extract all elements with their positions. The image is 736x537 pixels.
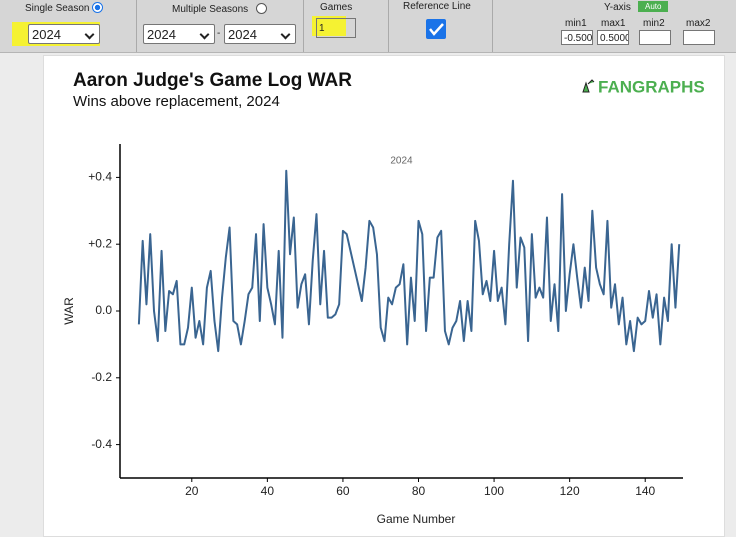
label: Games (320, 2, 353, 13)
input[interactable]: -0.500 (561, 30, 593, 45)
x-tick-label: 20 (185, 484, 199, 498)
separator (388, 0, 389, 52)
x-tick-label: 60 (336, 484, 350, 498)
label: min1 (565, 18, 587, 29)
radio[interactable] (92, 2, 103, 13)
x-tick-label: 40 (261, 484, 275, 498)
select[interactable]: 2024 (28, 24, 100, 44)
series-label: 2024 (390, 156, 413, 167)
check-mark (429, 23, 444, 36)
label: max1 (601, 18, 626, 29)
logo-icon (582, 79, 595, 93)
y-tick-label: 0.0 (95, 303, 112, 317)
toolbar: Single Season 2024 Multiple Seasons 2024… (0, 0, 736, 53)
x-tick-label: 140 (635, 484, 655, 498)
x-tick-label: 80 (412, 484, 426, 498)
input[interactable] (683, 30, 715, 45)
label: Single Season (25, 3, 90, 14)
x-tick-label: 100 (484, 484, 504, 498)
checkbox[interactable] (426, 19, 446, 39)
input[interactable] (639, 30, 671, 45)
label: min2 (643, 18, 665, 29)
label: Reference Line (403, 1, 471, 12)
separator (136, 0, 137, 52)
highlight (312, 16, 346, 36)
input[interactable]: 1 (316, 18, 356, 38)
chart-subtitle: Wins above replacement, 2024 (73, 93, 280, 110)
select[interactable]: 2024 (224, 24, 296, 44)
separator (492, 0, 493, 52)
logo: FANGRAPHS (598, 77, 705, 96)
x-axis-title: Game Number (377, 512, 456, 526)
input[interactable]: 0.5000 (597, 30, 629, 45)
y-tick-label: +0.2 (88, 236, 112, 250)
radio[interactable] (256, 3, 267, 14)
select[interactable]: 2024 (143, 24, 215, 44)
x-tick-label: 120 (560, 484, 580, 498)
label: Y-axis (604, 2, 631, 13)
y-tick-label: +0.4 (88, 170, 112, 184)
chart-title: Aaron Judge's Game Log WAR (73, 70, 352, 91)
label: - (217, 28, 221, 39)
label: max2 (686, 18, 711, 29)
separator (303, 0, 304, 52)
label: Multiple Seasons (172, 4, 249, 15)
y-tick-label: -0.4 (91, 437, 112, 451)
line (137, 169, 681, 353)
y-axis-title: WAR (62, 297, 76, 325)
checkbox-layer (426, 19, 446, 39)
auto-button[interactable]: Auto (638, 1, 669, 12)
y-tick-label: -0.2 (91, 370, 112, 384)
